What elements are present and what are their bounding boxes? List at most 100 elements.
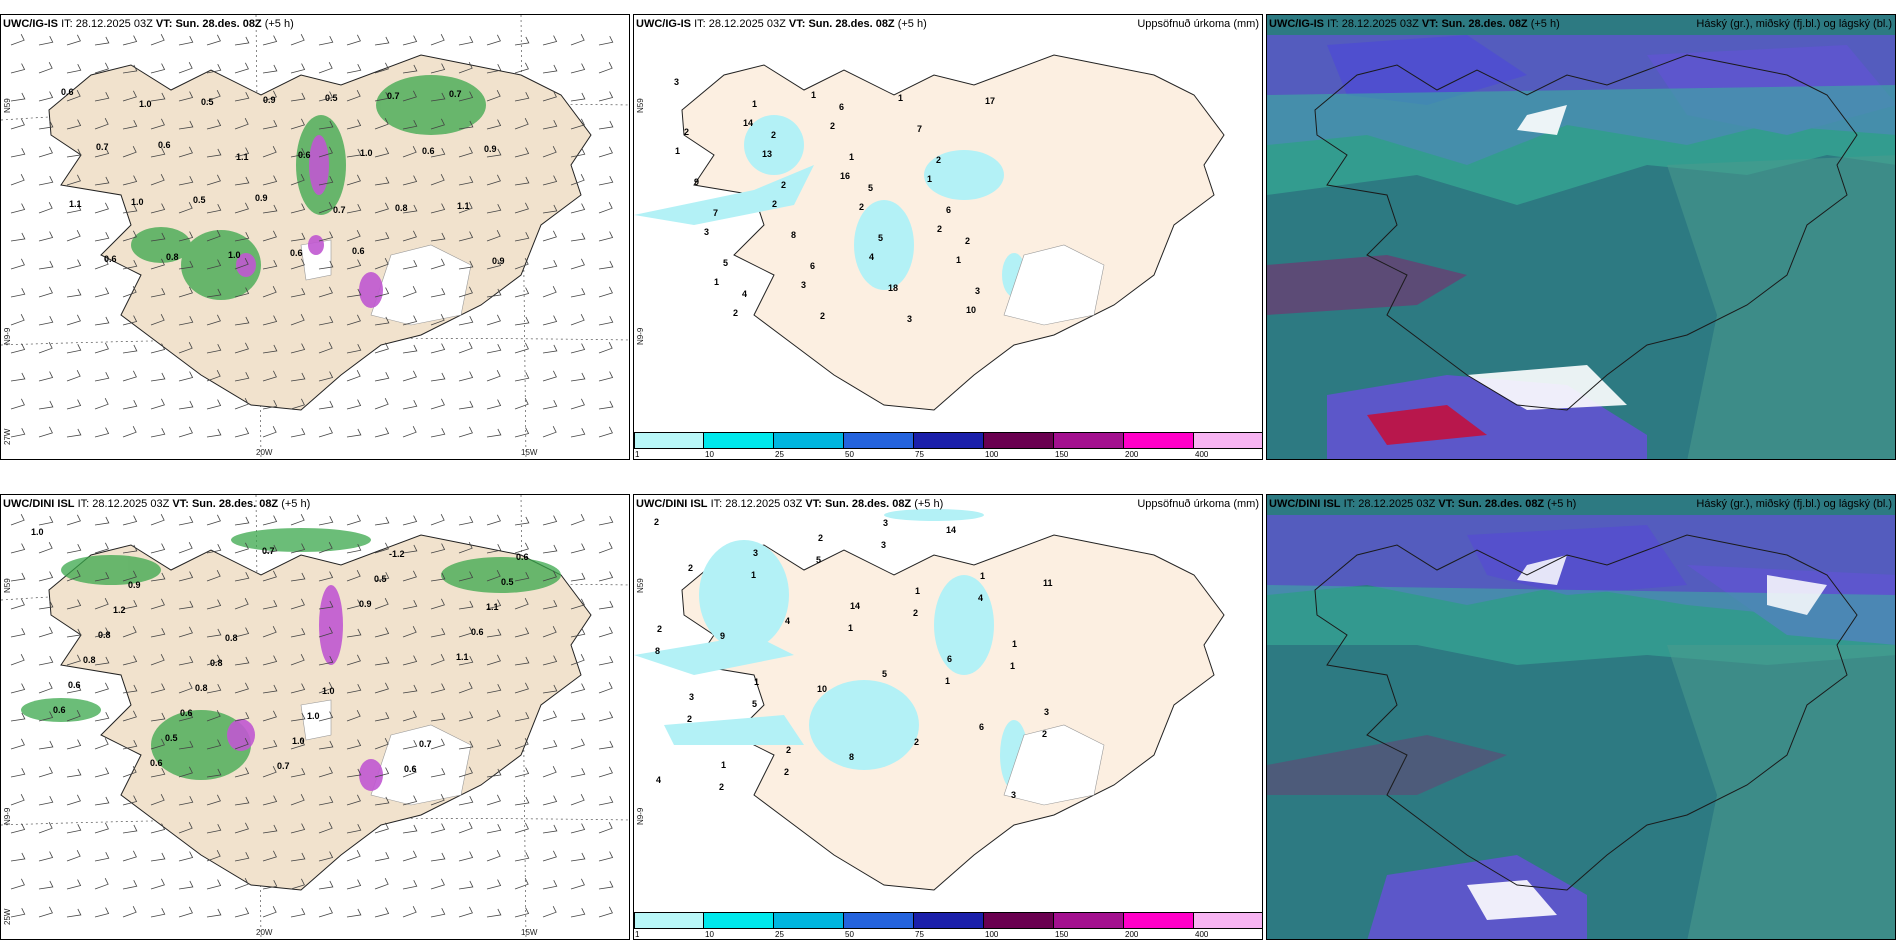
wind-barb [458, 600, 474, 610]
wind-barb [150, 654, 165, 666]
wind-barb [206, 654, 221, 666]
wind-barb [514, 878, 529, 890]
wind-barb [262, 824, 278, 834]
wind-barb [150, 34, 165, 46]
wind-barb [514, 682, 529, 694]
wind-barb [122, 175, 138, 186]
accum-precip-label: 3 [1011, 790, 1016, 800]
wind-barb [374, 656, 390, 666]
wind-barb [290, 148, 306, 158]
wind-barb [598, 822, 613, 834]
precip-panel-dini[interactable]: 2 1 1 1 2 2 5 2 1 2 2 3 4 8 5 8 14 11 9 10 2 3 2 4 5 6 4 3 14 6 3 1 2 1 1 3… [633, 494, 1263, 940]
wind-barb [458, 740, 474, 750]
colorbar-label: 25 [775, 930, 784, 939]
wind-barb [122, 370, 137, 382]
wind-barb [122, 766, 137, 778]
precip-value-label: 1.1 [236, 152, 249, 162]
wind-barb [66, 654, 81, 666]
wind-barb [570, 34, 585, 46]
wind-barb [486, 879, 502, 890]
wind-barb [234, 176, 250, 186]
wind-barb [402, 626, 417, 638]
wind-barb [542, 230, 557, 242]
wind-barb [66, 259, 82, 270]
wind-barb [598, 711, 614, 722]
wind-barb [514, 258, 529, 270]
wind-barb [430, 118, 445, 130]
wind-barb [486, 908, 502, 918]
wind-barb [318, 146, 333, 158]
wind-barb [122, 344, 138, 354]
wind-barb [94, 92, 110, 102]
accum-precip-label: 6 [947, 654, 952, 664]
wind-barb [570, 203, 586, 214]
wind-barb [374, 712, 390, 722]
colorbar-swatch [774, 912, 844, 928]
wind-barb [66, 64, 82, 74]
colorbar-label: 400 [1195, 450, 1209, 459]
wind-barb [458, 286, 473, 298]
wind-panel-igis[interactable]: 0.6 0.6 0.9 0.6 0.7 0.7 0.5 0.6 0.7 0.9 1.0 1.0 0.5 0… [0, 14, 630, 460]
cloud-panel-dini[interactable]: UWC/DINI ISL IT: 28.12.2025 03Z VT: Sun.… [1266, 494, 1896, 940]
wind-barb [374, 92, 390, 102]
accum-precip-label: 1 [754, 677, 759, 687]
wind-barb [290, 232, 306, 242]
wind-barb [150, 232, 166, 242]
wind-barb [402, 35, 418, 46]
wind-barb [122, 400, 138, 410]
lat-corner-label: 25W [3, 908, 12, 925]
wind-barb [262, 850, 277, 862]
wind-barb [178, 426, 193, 438]
wind-barb [374, 852, 390, 862]
precip-panel-igis[interactable]: 3 2 5 2 4 6 2 7 6 3 2 2 5 3 1 1 6 5 2 7 9 8 18 17 13 2 1 2 2 1 3 3 1 1 2 4 1… [633, 14, 1263, 460]
wind-barb [262, 600, 278, 610]
precip-value-label: 1.0 [228, 250, 241, 260]
wind-barb [514, 907, 530, 918]
wind-barb [430, 823, 446, 834]
accum-precip-label: 1 [1012, 639, 1017, 649]
accum-precip-label: 5 [878, 233, 883, 243]
wind-barb [318, 316, 334, 326]
accum-precip-label: 3 [883, 518, 888, 528]
wind-barb [290, 203, 306, 214]
colorbar-label: 25 [775, 450, 784, 459]
wind-barb [94, 656, 110, 666]
colorbar-label: 1 [635, 450, 640, 459]
accum-precip-label: 1 [945, 676, 950, 686]
accum-precip-label: 5 [868, 183, 873, 193]
wind-barb [318, 286, 333, 298]
wind-barb [570, 428, 586, 438]
wind-barb [206, 879, 222, 890]
wind-barb [570, 878, 585, 890]
wind-barb [570, 232, 586, 242]
cloud-panel-igis[interactable]: UWC/IG-IS IT: 28.12.2025 03Z VT: Sun. 28… [1266, 14, 1896, 460]
wind-barb [598, 626, 613, 638]
wind-barb [178, 400, 194, 410]
accum-precip-label: 2 [965, 236, 970, 246]
green-precip [21, 528, 561, 780]
precip-value-label: 1.0 [139, 99, 152, 109]
wind-barb [150, 203, 166, 214]
wind-barb [570, 908, 586, 918]
precip-value-label: 1.1 [456, 652, 469, 662]
wind-barb [94, 232, 110, 242]
wind-barb [514, 176, 530, 186]
wind-barb [10, 628, 26, 638]
accum-precip-label: 1 [751, 570, 756, 580]
wind-barb [430, 398, 445, 410]
wind-barb [374, 767, 390, 778]
wind-barb [542, 90, 557, 102]
wind-barb [122, 146, 137, 158]
wind-barb [38, 656, 54, 666]
wind-barb [318, 342, 333, 354]
wind-barb [570, 63, 586, 74]
wind-barb [458, 342, 473, 354]
accum-precip-label: 9 [694, 177, 699, 187]
wind-panel-dini[interactable]: 1.0 0.9 0.8 1.0 0.7 0.6 1.2 0.8 1.0 0.6 0.5 0.8 0.8 1… [0, 494, 630, 940]
lat-label-bottom: N9-9 [3, 807, 12, 825]
colorbar-frame [634, 912, 1262, 929]
wind-barb [38, 62, 53, 74]
glaciers [1003, 724, 1105, 806]
colorbar-frame [634, 432, 1262, 449]
precip-map-dini: 2111225212234858141191023245643146312113… [634, 509, 1225, 891]
